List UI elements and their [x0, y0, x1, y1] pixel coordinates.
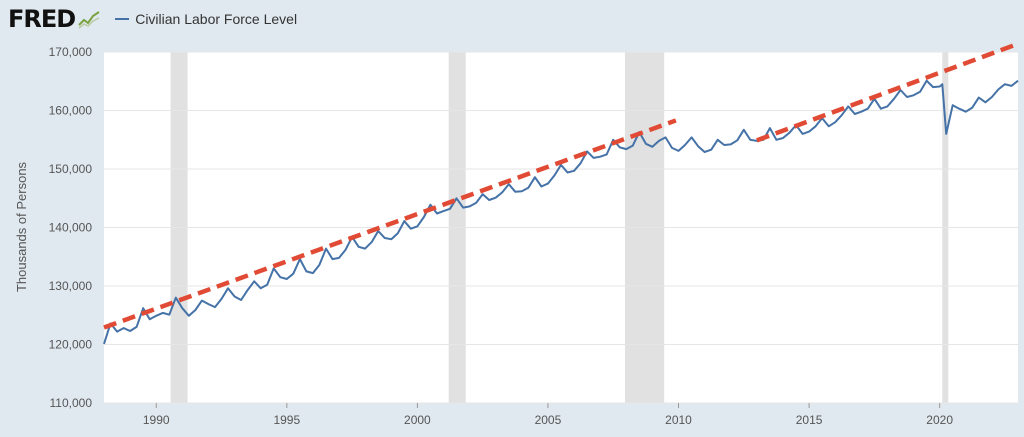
- y-tick-label: 140,000: [49, 221, 93, 235]
- x-tick-label: 2020: [926, 413, 953, 427]
- dashed-trendline: [756, 41, 1019, 143]
- series-line: [103, 79, 1019, 345]
- legend-swatch: [115, 18, 130, 20]
- x-tick-label: 2010: [665, 413, 692, 427]
- y-tick-label: 170,000: [49, 45, 93, 59]
- y-axis-title: Thousands of Persons: [14, 161, 29, 292]
- x-tick-label: 1995: [273, 413, 300, 427]
- y-tick-label: 110,000: [50, 396, 93, 410]
- x-axis-ticks: 1990 1995 2000 2005 2010 2015 2020: [143, 403, 953, 427]
- x-tick-label: 2015: [796, 413, 823, 427]
- chart-logo-icon: [77, 8, 102, 30]
- y-tick-label: 160,000: [49, 104, 93, 118]
- x-tick-label: 1990: [143, 413, 170, 427]
- legend-label: Civilian Labor Force Level: [135, 11, 298, 27]
- y-axis-ticks: 110,000 120,000 130,000 140,000 150,000 160,0…: [49, 45, 93, 410]
- chart-legend: Civilian Labor Force Level: [115, 11, 297, 27]
- y-tick-label: 130,000: [49, 279, 93, 293]
- dashed-trendline: [103, 118, 677, 330]
- x-tick-label: 2000: [404, 413, 431, 427]
- series-layer: [103, 79, 1019, 345]
- fred-logo[interactable]: FRED: [8, 5, 76, 33]
- y-tick-label: 150,000: [49, 162, 93, 176]
- x-tick-label: 2005: [535, 413, 562, 427]
- y-tick-label: 120,000: [49, 338, 93, 352]
- chart-header: FRED Civilian Labor Force Level: [8, 4, 297, 34]
- trendline-layer: [103, 41, 1019, 330]
